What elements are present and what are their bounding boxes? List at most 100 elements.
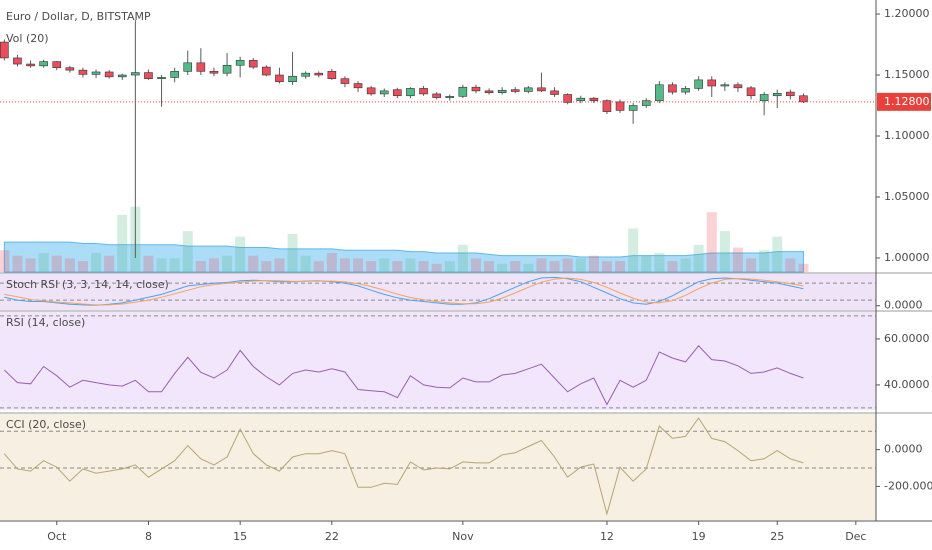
candle-body bbox=[248, 60, 258, 68]
volume-bar bbox=[628, 228, 639, 272]
volume-bar bbox=[104, 255, 115, 272]
volume-bar bbox=[575, 258, 586, 272]
indicator-line bbox=[3, 345, 804, 406]
x-tick-label: 19 bbox=[692, 530, 706, 543]
volume-bar bbox=[25, 258, 36, 272]
candle-body bbox=[144, 72, 153, 79]
pane-title: RSI (14, close) bbox=[6, 316, 85, 329]
volume-bar bbox=[523, 263, 534, 272]
volume-bar bbox=[353, 258, 364, 272]
pane-title: Stoch RSI (3, 3, 14, 14, close) bbox=[6, 278, 169, 291]
volume-bar bbox=[444, 261, 455, 272]
candle-body bbox=[733, 84, 743, 89]
candle-body bbox=[78, 69, 88, 75]
candle-body bbox=[537, 87, 546, 92]
volume-bar bbox=[91, 252, 102, 272]
candle-body bbox=[314, 72, 324, 76]
volume-bar bbox=[326, 252, 337, 272]
y-tick-label: -200.0000 bbox=[884, 479, 932, 492]
candle-body bbox=[458, 86, 468, 97]
x-tick-label: 15 bbox=[233, 530, 247, 543]
candle-body bbox=[484, 90, 494, 93]
candle-body bbox=[131, 72, 140, 76]
candle-body bbox=[52, 61, 62, 68]
volume-bar bbox=[208, 258, 219, 272]
candle-body bbox=[288, 75, 297, 83]
y-tick-label: 1.20000 bbox=[884, 7, 930, 20]
volume-bar bbox=[287, 233, 298, 272]
candle-body bbox=[353, 83, 363, 89]
candle-body bbox=[471, 86, 481, 92]
volume-bar bbox=[680, 258, 691, 272]
candle-body bbox=[419, 88, 428, 95]
pane-background bbox=[0, 312, 876, 410]
volume-bar bbox=[274, 258, 285, 272]
volume-bar bbox=[143, 255, 154, 272]
last-price-box bbox=[877, 92, 931, 111]
candle-body bbox=[602, 100, 612, 112]
candle-body bbox=[668, 84, 677, 93]
x-tick-label: 22 bbox=[325, 530, 339, 543]
volume-bar bbox=[339, 258, 350, 272]
candle-body bbox=[550, 90, 559, 95]
candle-body bbox=[183, 62, 193, 72]
volume-bar bbox=[313, 261, 324, 272]
volume-bar bbox=[601, 261, 612, 272]
candle-body bbox=[799, 95, 808, 103]
candle-body bbox=[340, 78, 350, 84]
candle-body bbox=[117, 74, 127, 78]
volume-bar bbox=[0, 250, 10, 272]
volume-bar bbox=[182, 231, 193, 272]
volume-bar bbox=[457, 244, 468, 272]
volume-bar bbox=[379, 258, 390, 272]
volume-bar bbox=[719, 231, 730, 272]
candle-body bbox=[406, 88, 415, 97]
volume-bar bbox=[248, 255, 259, 272]
volume-bar bbox=[431, 263, 442, 272]
volume-bar bbox=[497, 263, 508, 272]
pane-background bbox=[0, 414, 876, 520]
candle-body bbox=[13, 57, 22, 65]
volume-title: Vol (20) bbox=[6, 32, 49, 45]
candle-body bbox=[379, 90, 389, 95]
volume-bar bbox=[772, 236, 783, 272]
volume-bar bbox=[300, 255, 311, 272]
candle-body bbox=[301, 72, 310, 77]
volume-bar bbox=[536, 258, 547, 272]
volume-bar bbox=[64, 258, 75, 272]
volume-bar bbox=[798, 263, 809, 272]
indicator-line bbox=[4, 276, 804, 306]
volume-bar bbox=[470, 258, 481, 272]
candle-body bbox=[196, 62, 206, 72]
volume-bar bbox=[51, 255, 62, 272]
volume-bar bbox=[667, 261, 678, 272]
candle-body bbox=[104, 71, 114, 78]
volume-bar bbox=[785, 258, 796, 272]
candle-body bbox=[39, 61, 48, 67]
y-tick-label: 40.0000 bbox=[884, 378, 930, 391]
candle-body bbox=[91, 71, 101, 75]
chart-title: Euro / Dollar, D, BITSTAMP bbox=[6, 10, 151, 23]
candle-body bbox=[786, 91, 795, 97]
candle-body bbox=[694, 79, 703, 89]
volume-bar bbox=[759, 250, 770, 272]
volume-ma-area bbox=[3, 241, 804, 273]
y-tick-label: 1.15000 bbox=[884, 68, 930, 81]
volume-bar bbox=[732, 247, 743, 272]
x-tick-label: Oct bbox=[47, 530, 67, 543]
candle-body bbox=[524, 87, 533, 92]
x-tick-label: 12 bbox=[600, 530, 614, 543]
candle-body bbox=[772, 93, 782, 97]
candle-body bbox=[65, 67, 75, 71]
volume-bar bbox=[588, 255, 599, 272]
candle-body bbox=[720, 84, 730, 87]
indicator-line bbox=[4, 277, 804, 306]
candle-body bbox=[0, 41, 9, 59]
candle-body bbox=[209, 71, 219, 74]
y-tick-label: 60.0000 bbox=[884, 332, 930, 345]
candle-body bbox=[563, 94, 572, 103]
volume-bar bbox=[746, 258, 757, 272]
volume-bar bbox=[392, 261, 403, 272]
candle-body bbox=[235, 60, 245, 66]
